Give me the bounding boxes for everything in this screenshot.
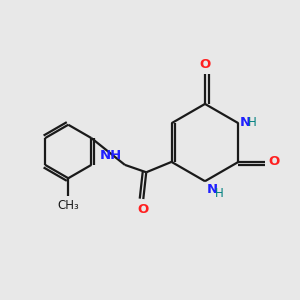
Text: N: N: [207, 183, 218, 196]
Text: O: O: [200, 58, 211, 71]
Text: O: O: [268, 155, 279, 168]
Text: H: H: [214, 187, 223, 200]
Text: N: N: [240, 116, 251, 129]
Text: O: O: [138, 202, 149, 216]
Text: CH₃: CH₃: [57, 199, 79, 212]
Text: H: H: [248, 116, 257, 129]
Text: NH: NH: [100, 149, 122, 163]
